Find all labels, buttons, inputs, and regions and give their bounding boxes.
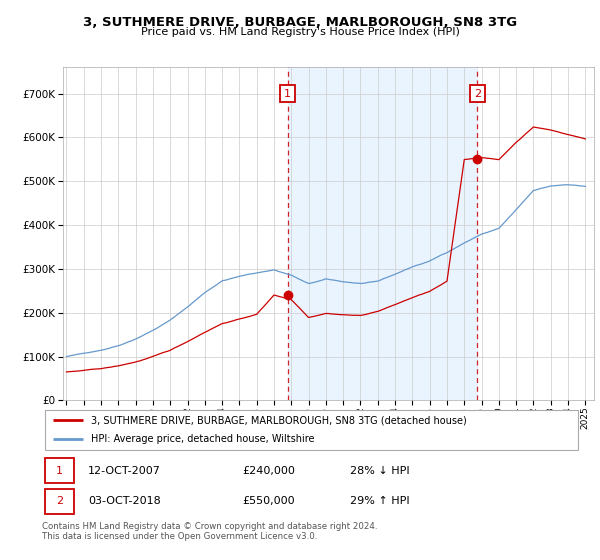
Text: 3, SUTHMERE DRIVE, BURBAGE, MARLBOROUGH, SN8 3TG: 3, SUTHMERE DRIVE, BURBAGE, MARLBOROUGH,… bbox=[83, 16, 517, 29]
Text: 29% ↑ HPI: 29% ↑ HPI bbox=[350, 496, 409, 506]
Text: 03-OCT-2018: 03-OCT-2018 bbox=[88, 496, 161, 506]
Text: £240,000: £240,000 bbox=[242, 465, 295, 475]
Text: 12-OCT-2007: 12-OCT-2007 bbox=[88, 465, 161, 475]
Text: 1: 1 bbox=[56, 465, 63, 475]
Text: 1: 1 bbox=[284, 88, 291, 99]
Text: Contains HM Land Registry data © Crown copyright and database right 2024.
This d: Contains HM Land Registry data © Crown c… bbox=[42, 522, 377, 542]
Bar bbox=[287, 67, 477, 400]
Text: HPI: Average price, detached house, Wiltshire: HPI: Average price, detached house, Wilt… bbox=[91, 435, 314, 445]
Text: 2: 2 bbox=[473, 88, 481, 99]
Text: Price paid vs. HM Land Registry's House Price Index (HPI): Price paid vs. HM Land Registry's House … bbox=[140, 27, 460, 37]
Text: 2: 2 bbox=[56, 496, 63, 506]
FancyBboxPatch shape bbox=[45, 410, 578, 450]
FancyBboxPatch shape bbox=[45, 489, 74, 514]
Text: 3, SUTHMERE DRIVE, BURBAGE, MARLBOROUGH, SN8 3TG (detached house): 3, SUTHMERE DRIVE, BURBAGE, MARLBOROUGH,… bbox=[91, 415, 466, 425]
FancyBboxPatch shape bbox=[45, 458, 74, 483]
Text: 28% ↓ HPI: 28% ↓ HPI bbox=[350, 465, 409, 475]
Text: £550,000: £550,000 bbox=[242, 496, 295, 506]
